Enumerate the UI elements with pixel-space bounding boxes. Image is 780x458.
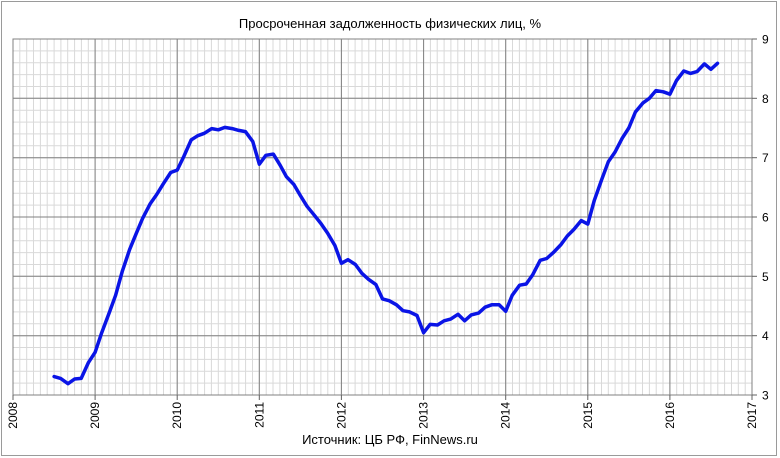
- x-tick-label: 2017: [745, 402, 759, 429]
- x-tick-label: 2016: [663, 402, 677, 429]
- x-tick-label: 2014: [499, 402, 513, 429]
- chart-source: Источник: ЦБ РФ, FinNews.ru: [302, 432, 478, 447]
- y-tick-label: 9: [762, 33, 769, 47]
- y-tick-label: 4: [762, 329, 769, 343]
- axis-ticks: [12, 38, 757, 400]
- y-tick-label: 8: [762, 92, 769, 106]
- x-tick-label: 2012: [334, 402, 348, 429]
- x-tick-label: 2009: [88, 402, 102, 429]
- y-tick-label: 5: [762, 270, 769, 284]
- y-tick-label: 6: [762, 211, 769, 225]
- y-tick-label: 7: [762, 151, 769, 165]
- x-tick-label: 2008: [6, 402, 20, 429]
- y-tick-label: 3: [762, 389, 769, 403]
- x-axis-labels: 2008 2009 2010 2011 2012 2013 2014 2015 2016 2017: [6, 402, 759, 429]
- x-tick-label: 2010: [170, 402, 184, 429]
- x-tick-label: 2011: [252, 402, 266, 428]
- series-line: [52, 61, 720, 386]
- x-tick-label: 2015: [581, 402, 595, 429]
- chart-title: Просроченная задолженность физических ли…: [238, 16, 542, 31]
- major-gridlines: [12, 38, 753, 396]
- x-tick-label: 2013: [417, 402, 431, 429]
- y-axis-labels: 3 4 5 6 7 8 9: [762, 33, 769, 403]
